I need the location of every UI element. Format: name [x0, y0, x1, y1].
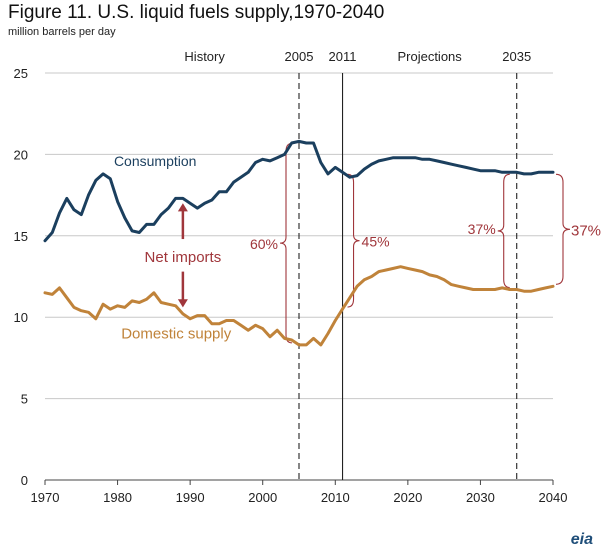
x-tick-label: 2040: [539, 490, 568, 505]
y-tick-label: 20: [14, 147, 28, 162]
pct-label-2005: 60%: [250, 236, 278, 252]
net-imports-arrowhead-down: [177, 299, 188, 308]
period-label: Projections: [397, 49, 462, 64]
eia-logo: eia: [570, 531, 593, 548]
x-tick-label: 2010: [321, 490, 350, 505]
chart-subtitle: million barrels per day: [8, 26, 116, 38]
y-tick-label: 10: [14, 310, 28, 325]
y-tick-label: 25: [14, 66, 28, 81]
vertical-line-label: 2005: [285, 49, 314, 64]
vertical-line-label: 2035: [502, 49, 531, 64]
x-tick-label: 2020: [393, 490, 422, 505]
x-tick-label: 2000: [248, 490, 277, 505]
brace-2040: [555, 173, 571, 285]
x-tick-label: 2030: [466, 490, 495, 505]
series-line-consumption: [43, 139, 555, 243]
series-label-consumption: Consumption: [114, 153, 197, 169]
series-line-domestic-supply: [43, 265, 555, 347]
pct-label-2035-left: 37%: [468, 221, 496, 237]
pct-label-2040: 37%: [571, 222, 601, 239]
series-label-domestic-supply: Domestic supply: [121, 325, 232, 342]
period-label: History: [184, 49, 225, 64]
chart-title: Figure 11. U.S. liquid fuels supply,1970…: [8, 2, 385, 23]
brace-2005: [279, 142, 293, 344]
x-tick-label: 1970: [31, 490, 60, 505]
brace-2035-left: [497, 173, 510, 289]
vertical-line-label: 2011: [329, 49, 357, 64]
x-tick-label: 1990: [176, 490, 205, 505]
x-tick-label: 1980: [103, 490, 132, 505]
net-imports-arrowhead-up: [177, 203, 188, 212]
net-imports-label: Net imports: [145, 249, 222, 266]
pct-label-2011: 45%: [362, 234, 390, 250]
y-tick-label: 0: [21, 473, 28, 488]
y-tick-label: 15: [14, 229, 28, 244]
y-tick-label: 5: [21, 392, 28, 407]
